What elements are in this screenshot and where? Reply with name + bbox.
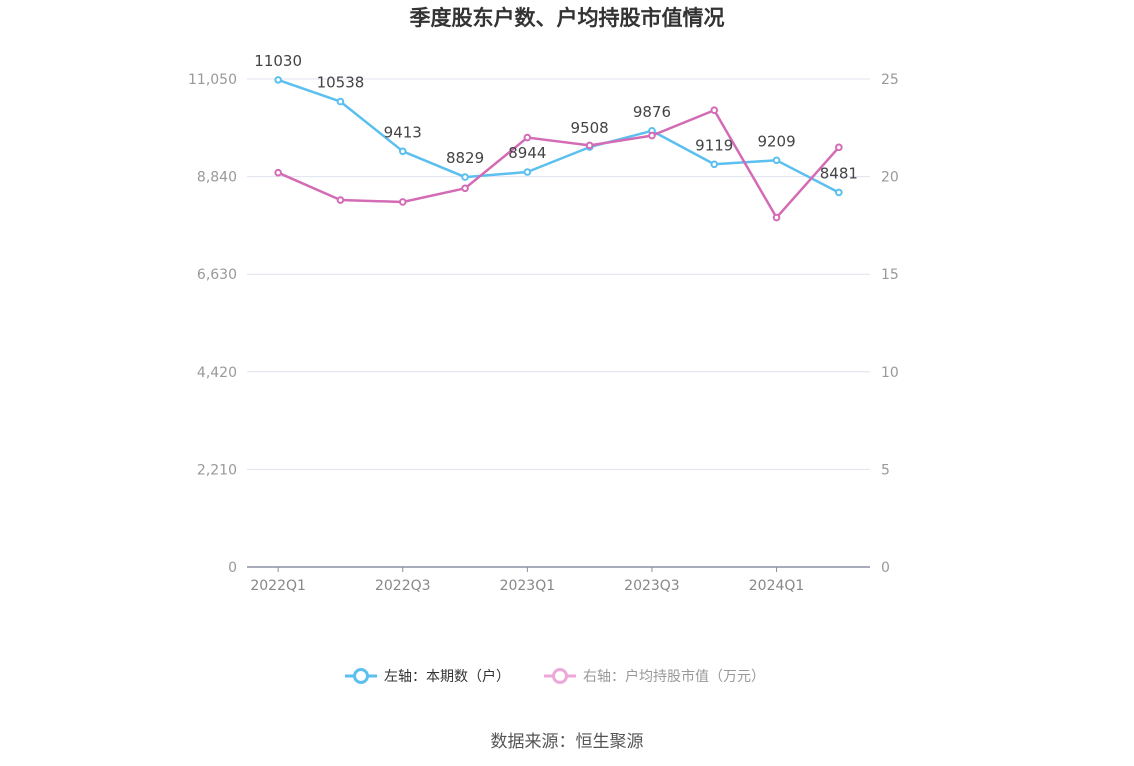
x-tick-label: 2023Q1 — [500, 578, 556, 594]
data-source: 数据来源：恒生聚源 — [491, 732, 644, 752]
legend-right-marker-icon — [552, 668, 568, 684]
legend-item-right[interactable]: 右轴：户均持股市值（万元） — [544, 668, 765, 685]
data-point-right[interactable] — [523, 133, 532, 142]
data-point-right[interactable] — [835, 143, 843, 152]
axes: 0 0 2,210 5 4,420 10 6,630 15 8,840 20 11,050 25 202… — [188, 72, 899, 594]
data-label: 11030 — [254, 52, 302, 70]
data-point-left[interactable] — [274, 76, 282, 84]
data-label: 10538 — [317, 74, 365, 92]
y-right-tick-label: 25 — [881, 72, 899, 88]
data-point-right[interactable] — [772, 213, 781, 222]
data-point-left[interactable] — [523, 168, 532, 176]
data-point-right[interactable] — [398, 198, 407, 206]
data-point-right[interactable] — [648, 131, 656, 140]
data-point-left[interactable] — [336, 97, 345, 106]
data-point-left[interactable] — [772, 156, 781, 165]
legend-left-marker-icon — [353, 668, 369, 684]
data-point-right[interactable] — [710, 106, 719, 115]
data-point-left[interactable] — [398, 147, 407, 156]
series-line-left — [277, 78, 840, 194]
y-right-tick-label: 5 — [881, 462, 890, 478]
data-labels: 11030 10538 9413 8829 8944 9508 9876 9119 9209 84… — [254, 52, 858, 183]
data-point-right[interactable] — [461, 184, 469, 193]
data-label: 8944 — [508, 144, 546, 162]
y-left-tick-label: 0 — [228, 560, 237, 576]
y-left-tick-label: 11,050 — [188, 72, 237, 88]
data-label: 9508 — [571, 119, 609, 137]
legend-item-left[interactable]: 左轴：本期数（户） — [345, 668, 510, 685]
data-point-right[interactable] — [274, 168, 282, 177]
x-tick-label: 2022Q1 — [250, 578, 306, 594]
series-line-right — [277, 108, 840, 219]
x-tick-label: 2023Q3 — [624, 578, 680, 594]
legend-right-label: 右轴：户均持股市值（万元） — [583, 668, 765, 685]
data-point-left[interactable] — [710, 160, 719, 169]
data-point-right[interactable] — [336, 196, 345, 204]
y-right-tick-label: 20 — [881, 170, 899, 186]
data-point-left[interactable] — [461, 173, 469, 181]
y-left-tick-label: 8,840 — [197, 170, 237, 186]
data-label: 9413 — [384, 123, 422, 141]
data-point-left[interactable] — [835, 188, 843, 197]
gridlines — [247, 78, 870, 470]
x-tick-label: 2024Q1 — [749, 578, 805, 594]
series-group — [274, 76, 843, 222]
legend[interactable]: 左轴：本期数（户） 右轴：户均持股市值（万元） — [345, 668, 765, 685]
data-label: 9119 — [695, 136, 733, 154]
data-label: 9876 — [633, 103, 671, 121]
data-label: 9209 — [757, 132, 795, 150]
y-right-tick-label: 0 — [881, 560, 890, 576]
y-left-tick-label: 6,630 — [197, 267, 237, 283]
data-point-right[interactable] — [585, 141, 594, 150]
data-label: 8481 — [820, 164, 858, 182]
y-left-tick-label: 4,420 — [197, 365, 237, 381]
x-tick-label: 2022Q3 — [375, 578, 431, 594]
legend-left-label: 左轴：本期数（户） — [384, 668, 510, 685]
y-right-tick-label: 10 — [881, 365, 899, 381]
y-left-tick-label: 2,210 — [197, 462, 237, 478]
data-label: 8829 — [446, 149, 484, 167]
chart-title: 季度股东户数、户均持股市值情况 — [410, 6, 725, 30]
y-right-tick-label: 15 — [881, 267, 899, 283]
